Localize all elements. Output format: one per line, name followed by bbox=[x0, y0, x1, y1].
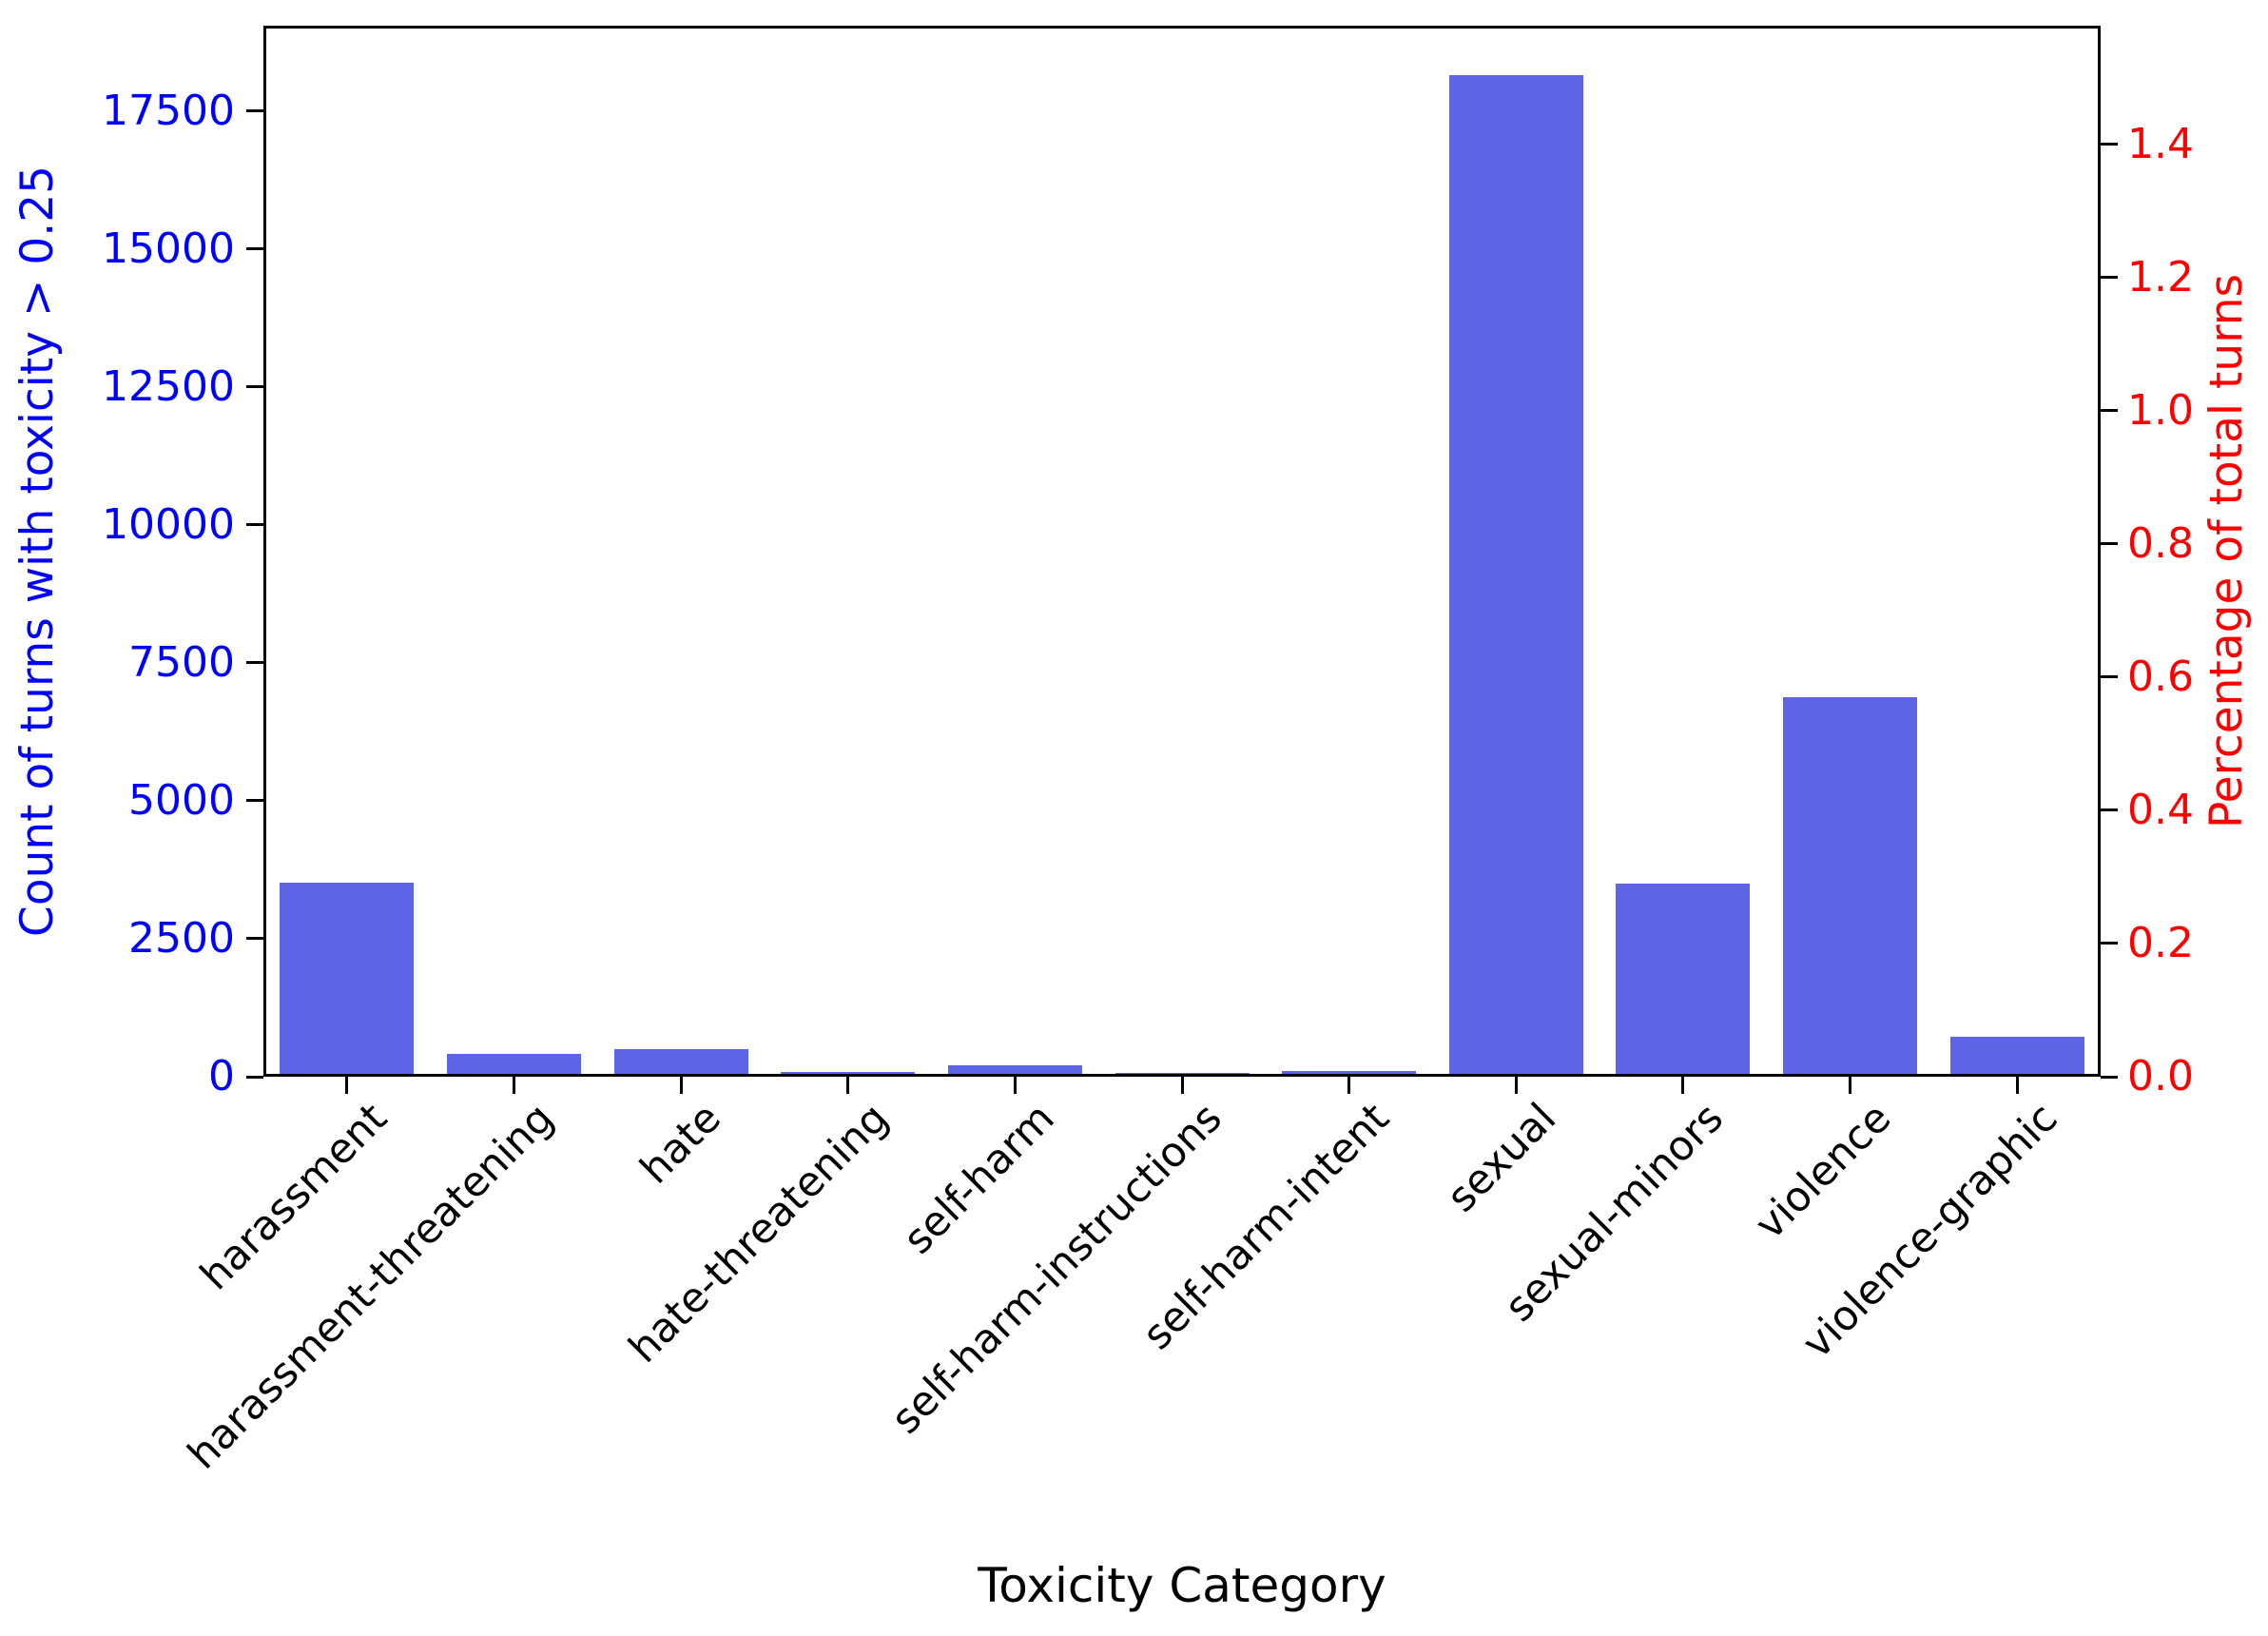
x-tick-label-hate: hate bbox=[631, 1094, 730, 1194]
x-tick bbox=[1849, 1077, 1851, 1094]
right-y-tick bbox=[2101, 808, 2118, 811]
left-y-tick bbox=[246, 1076, 263, 1079]
left-y-axis-label: Count of turns with toxicity > 0.25 bbox=[11, 166, 64, 938]
right-y-tick bbox=[2101, 276, 2118, 279]
right-y-tick-label: 0.6 bbox=[2127, 652, 2194, 701]
x-tick bbox=[513, 1077, 515, 1094]
right-y-tick bbox=[2101, 675, 2118, 678]
bar-harassment-threatening bbox=[447, 1054, 581, 1077]
bar-sexual-minors bbox=[1616, 884, 1750, 1077]
left-y-tick bbox=[246, 523, 263, 526]
left-y-tick bbox=[246, 799, 263, 802]
right-y-tick-label: 1.0 bbox=[2127, 386, 2194, 435]
right-y-axis-label: Percentage of total turns bbox=[2200, 274, 2253, 828]
left-y-tick-label: 7500 bbox=[128, 638, 235, 687]
x-tick bbox=[1181, 1077, 1184, 1094]
x-tick bbox=[680, 1077, 683, 1094]
right-y-tick bbox=[2101, 942, 2118, 945]
x-tick bbox=[1014, 1077, 1017, 1094]
x-tick-label-violence: violence bbox=[1745, 1094, 1900, 1249]
right-y-tick-label: 1.4 bbox=[2127, 120, 2194, 168]
right-y-tick-label: 0.4 bbox=[2127, 786, 2194, 834]
x-tick bbox=[1515, 1077, 1518, 1094]
left-y-tick-label: 5000 bbox=[128, 776, 235, 825]
left-y-tick-label: 15000 bbox=[102, 224, 235, 273]
right-y-tick bbox=[2101, 1076, 2118, 1079]
x-tick-label-self-harm: self-harm bbox=[895, 1094, 1064, 1264]
bar-self-harm bbox=[948, 1065, 1082, 1077]
right-y-tick-label: 0.0 bbox=[2127, 1052, 2194, 1100]
left-y-tick bbox=[246, 109, 263, 112]
left-y-tick-label: 0 bbox=[208, 1052, 235, 1100]
x-tick-label-self-harm-instructions: self-harm-instructions bbox=[882, 1094, 1231, 1444]
x-tick bbox=[345, 1077, 348, 1094]
left-y-tick-label: 2500 bbox=[128, 914, 235, 963]
bar-sexual bbox=[1449, 75, 1583, 1077]
left-y-tick bbox=[246, 661, 263, 664]
left-y-tick bbox=[246, 247, 263, 250]
left-y-tick-label: 12500 bbox=[102, 362, 235, 411]
x-tick bbox=[2016, 1077, 2019, 1094]
x-tick bbox=[1347, 1077, 1350, 1094]
x-tick-label-sexual: sexual bbox=[1438, 1094, 1565, 1222]
bar-violence-graphic bbox=[1950, 1037, 2084, 1077]
x-tick bbox=[846, 1077, 849, 1094]
right-y-tick bbox=[2101, 409, 2118, 412]
bar-harassment bbox=[280, 883, 414, 1077]
left-y-tick-label: 17500 bbox=[102, 87, 235, 135]
left-y-tick bbox=[246, 937, 263, 940]
right-y-tick-label: 1.2 bbox=[2127, 253, 2194, 302]
right-y-tick-label: 0.2 bbox=[2127, 919, 2194, 967]
x-axis-label: Toxicity Category bbox=[978, 1558, 1386, 1613]
right-y-tick-label: 0.8 bbox=[2127, 519, 2194, 568]
right-y-tick bbox=[2101, 542, 2118, 545]
right-y-tick bbox=[2101, 143, 2118, 146]
bar-hate bbox=[614, 1049, 748, 1077]
bar-violence bbox=[1783, 697, 1917, 1077]
x-tick bbox=[1681, 1077, 1684, 1094]
left-y-tick bbox=[246, 385, 263, 388]
left-y-tick-label: 10000 bbox=[102, 500, 235, 549]
